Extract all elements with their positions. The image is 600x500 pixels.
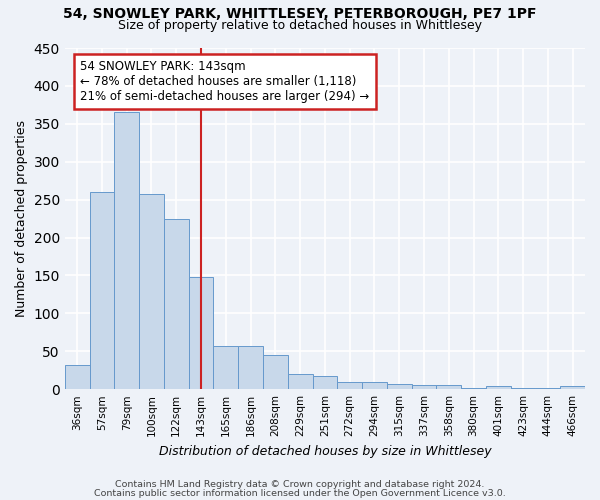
Bar (139, 194, 164, 389)
Bar (115, 112, 139, 389)
Text: Contains public sector information licensed under the Open Government Licence v3: Contains public sector information licen… (94, 488, 506, 498)
Bar (188, 277, 214, 389)
Bar (560, 386, 585, 389)
Bar (535, 388, 560, 389)
Bar (511, 388, 535, 389)
Bar (214, 346, 238, 389)
Bar (436, 386, 461, 389)
Bar (263, 355, 288, 389)
Text: Contains HM Land Registry data © Crown copyright and database right 2024.: Contains HM Land Registry data © Crown c… (115, 480, 485, 489)
Bar (65, 365, 89, 389)
Bar (412, 384, 436, 389)
Bar (164, 218, 188, 389)
Bar (387, 384, 412, 389)
Bar (288, 374, 313, 389)
Y-axis label: Number of detached properties: Number of detached properties (15, 120, 28, 317)
Text: 54, SNOWLEY PARK, WHITTLESEY, PETERBOROUGH, PE7 1PF: 54, SNOWLEY PARK, WHITTLESEY, PETERBOROU… (63, 8, 537, 22)
Bar (362, 382, 387, 389)
Bar (461, 388, 486, 389)
Text: Size of property relative to detached houses in Whittlesey: Size of property relative to detached ho… (118, 19, 482, 32)
Bar (238, 346, 263, 389)
Bar (313, 376, 337, 389)
Text: 54 SNOWLEY PARK: 143sqm
← 78% of detached houses are smaller (1,118)
21% of semi: 54 SNOWLEY PARK: 143sqm ← 78% of detache… (80, 60, 370, 103)
Bar (89, 192, 115, 389)
X-axis label: Distribution of detached houses by size in Whittlesey: Distribution of detached houses by size … (158, 444, 491, 458)
Bar (486, 386, 511, 389)
Bar (337, 382, 362, 389)
